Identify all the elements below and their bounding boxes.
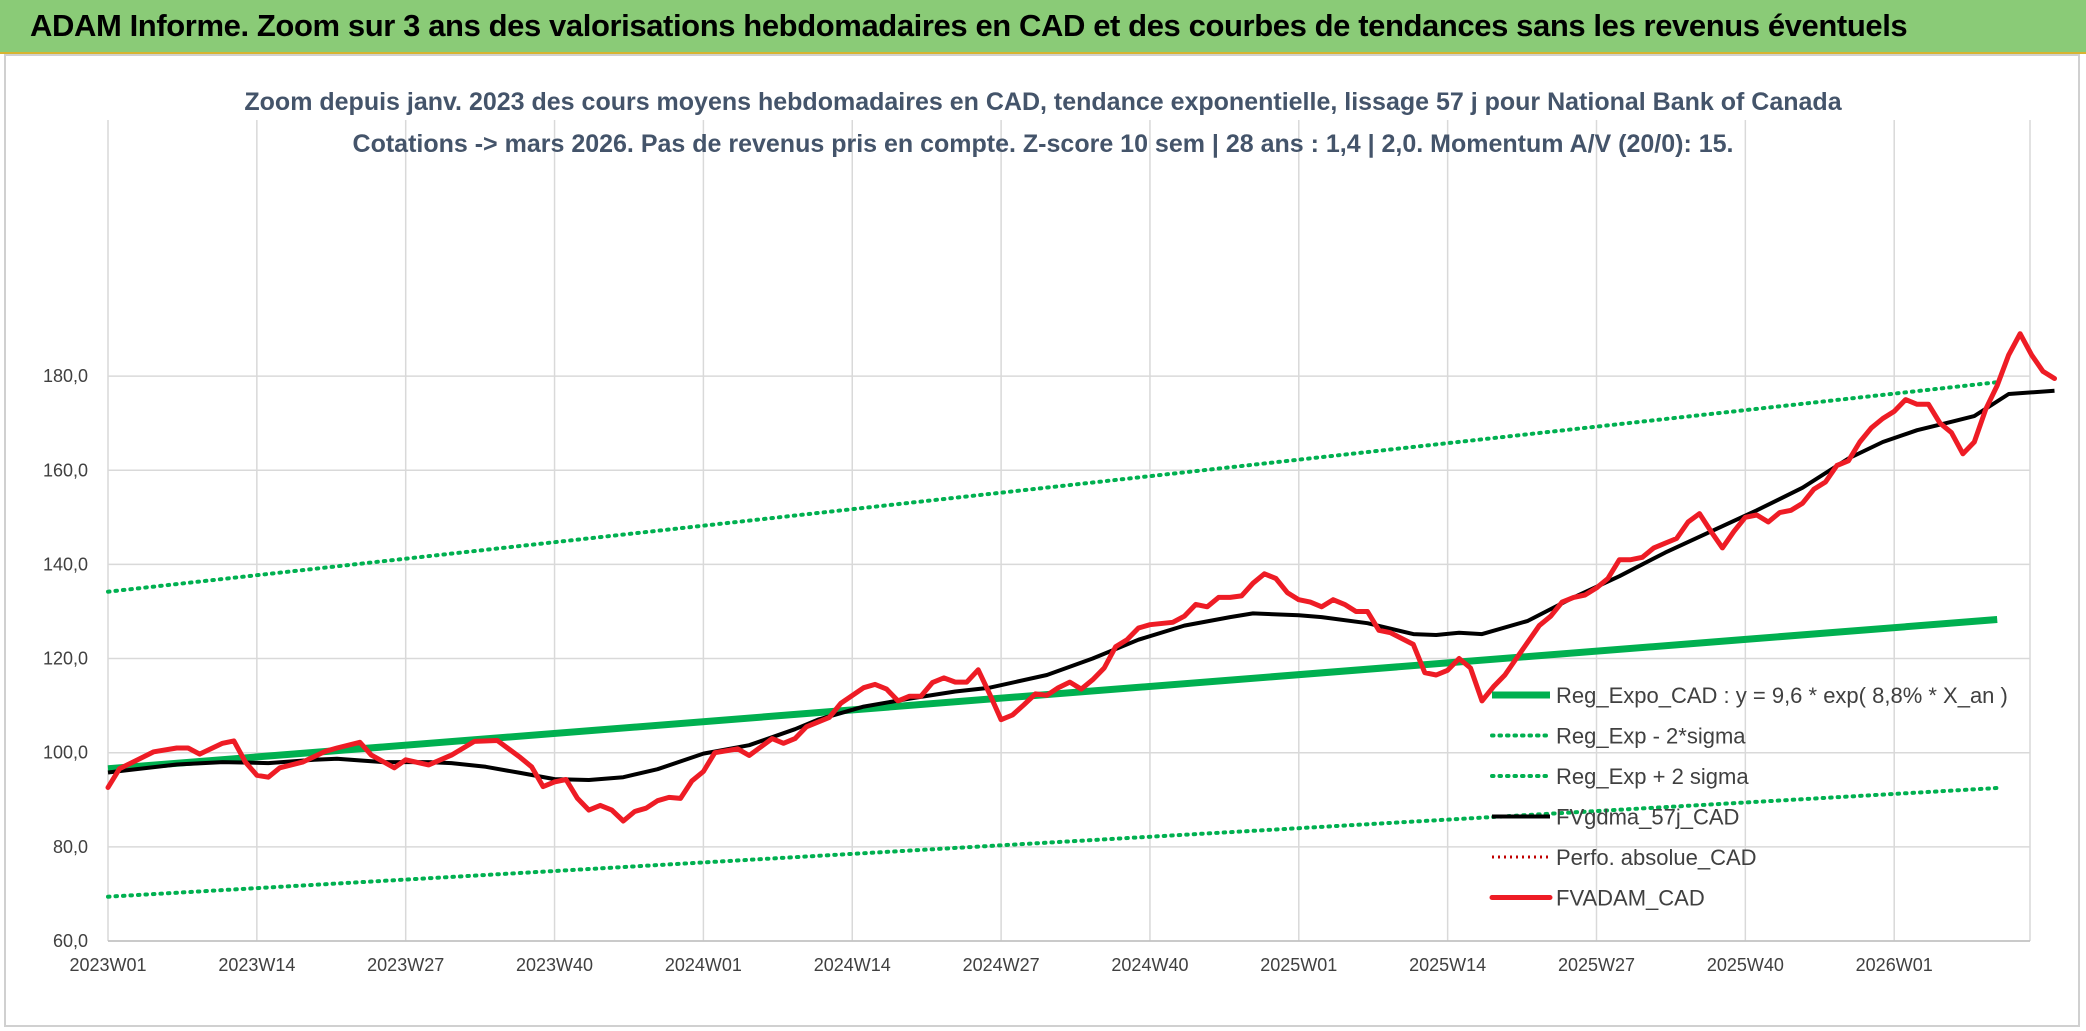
x-tick-label: 2025W14 (1409, 955, 1486, 975)
series-line-fvgdma (107, 388, 2055, 782)
legend-label-reg-expo: Reg_Expo_CAD : y = 9,6 * exp( 8,8% * X_a… (1556, 683, 2008, 708)
series-layer (105, 331, 2057, 899)
y-tick-label: 100,0 (43, 743, 88, 763)
legend-label-fvadam: FVADAM_CAD (1556, 886, 1705, 911)
series-line-reg-minus (106, 786, 2000, 899)
legend-layer: Reg_Expo_CAD : y = 9,6 * exp( 8,8% * X_a… (1489, 683, 2008, 911)
x-tick-label: 2023W14 (218, 955, 295, 975)
x-tick-label: 2023W27 (367, 955, 444, 975)
chart-title-line-2: Cotations -> mars 2026. Pas de revenus p… (353, 130, 1734, 158)
x-tick-label: 2026W01 (1856, 955, 1933, 975)
y-tick-label: 160,0 (43, 460, 88, 480)
y-tick-label: 60,0 (53, 931, 88, 951)
chart-frame (4, 54, 2080, 1027)
legend-label-fvgdma: FVgdma_57j_CAD (1556, 805, 1739, 830)
grid-layer (107, 120, 2031, 942)
y-tick-label: 140,0 (43, 554, 88, 574)
legend-label-reg-plus: Reg_Exp + 2 sigma (1556, 764, 1749, 789)
x-tick-label: 2023W40 (516, 955, 593, 975)
series-line-fvadam (105, 331, 2057, 824)
legend-label-perfo: Perfo. absolue_CAD (1556, 845, 1757, 870)
report-title: ADAM Informe. Zoom sur 3 ans des valoris… (30, 8, 1908, 43)
y-tick-label: 80,0 (53, 837, 88, 857)
x-tick-label: 2024W01 (665, 955, 742, 975)
x-tick-label: 2025W40 (1707, 955, 1784, 975)
legend-label-reg-minus: Reg_Exp - 2*sigma (1556, 724, 1746, 749)
x-tick-label: 2024W40 (1111, 955, 1188, 975)
x-tick-label: 2025W01 (1260, 955, 1337, 975)
x-tick-label: 2024W14 (814, 955, 891, 975)
report-banner: ADAM Informe. Zoom sur 3 ans des valoris… (0, 0, 2086, 54)
series-line-reg-plus (106, 380, 2000, 594)
x-tick-label: 2023W01 (69, 955, 146, 975)
y-tick-label: 120,0 (43, 649, 88, 669)
chart-title-line-1: Zoom depuis janv. 2023 des cours moyens … (244, 88, 1842, 116)
x-tick-label: 2025W27 (1558, 955, 1635, 975)
axis-layer: 60,0 80,0 100,0 120,0 140,0 160,0 180,0 2023W01… (43, 366, 2030, 975)
y-tick-label: 180,0 (43, 366, 88, 386)
x-tick-label: 2024W27 (963, 955, 1040, 975)
